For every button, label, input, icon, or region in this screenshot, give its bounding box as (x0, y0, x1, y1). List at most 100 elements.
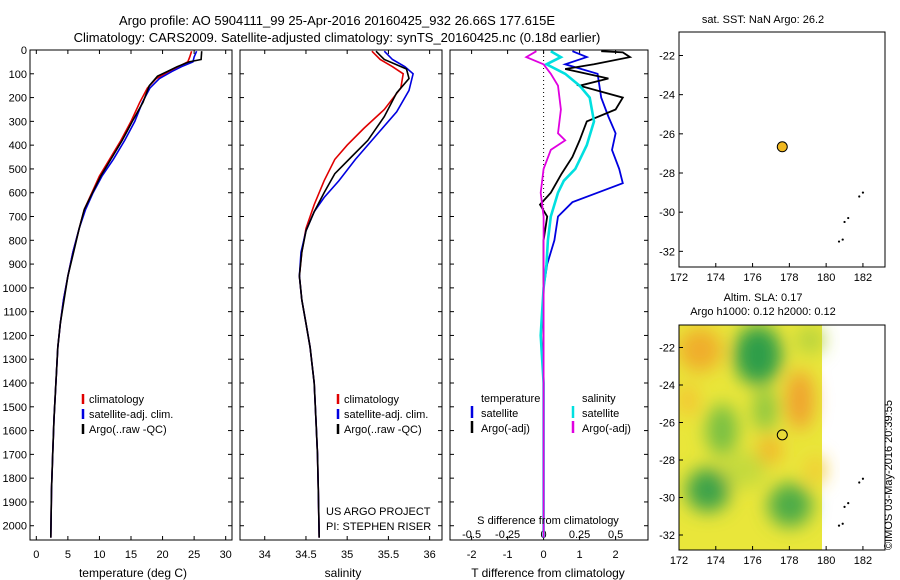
difference-line-3 (524, 50, 567, 538)
depth-tick-label: 1200 (3, 330, 27, 342)
coast-point (841, 238, 844, 241)
depth-tick-label: 200 (9, 93, 27, 105)
project-pi: PI: STEPHEN RISER (326, 521, 431, 533)
difference-t-tick-label: -2 (467, 549, 477, 561)
salinity-depth-ticks (240, 49, 442, 527)
difference-t-tick-label: -1 (503, 549, 513, 561)
sal-legend-label-satellite-adj: satellite-adj. clim. (344, 409, 428, 421)
diff-legend-label-s-argo: Argo(-adj) (582, 423, 631, 435)
salinity-tick-labels: 34 34.5 35 35.5 36 (259, 50, 436, 561)
temperature-panel: 0100200300400500600700800900100011001200… (3, 45, 233, 580)
float-position-marker (776, 141, 788, 153)
map-x-tick-label: 176 (743, 272, 761, 284)
sst-map-marks (776, 141, 865, 243)
coast-point (837, 240, 841, 243)
difference-series (524, 50, 633, 538)
legend-head-temperature: temperature (481, 393, 540, 405)
difference-panel: -2 -1 0 1 2-0.5 -0.25 0 0.25 0.5 S difference fr… (449, 49, 649, 580)
sla-map-title-2: Argo h1000: 0.12 h2000: 0.12 (690, 306, 836, 318)
sla-map-marks (776, 429, 865, 527)
map-y-tick-label: -32 (659, 246, 675, 258)
depth-tick-label: 1900 (3, 497, 27, 509)
map-y-tick-label: -28 (659, 455, 675, 467)
salinity-axis-label: salinity (325, 566, 362, 580)
map-x-tick-label: 174 (707, 272, 725, 284)
legend-label-argo: Argo(..raw -QC) (89, 424, 167, 436)
figure-title-line2: Climatology: CARS2009. Satellite-adjuste… (74, 30, 601, 45)
temperature-tick-label: 0 (33, 549, 39, 561)
map-y-tick-label: -22 (659, 51, 675, 63)
coast-point (837, 524, 841, 527)
sal-legend-label-climatology: climatology (344, 394, 400, 406)
depth-tick-labels: 0 100 200 300 400 500 600 700 800 900 1000 1100 1200… (3, 45, 232, 533)
difference-s-tick-label: 0.5 (608, 529, 623, 541)
sst-map-ticks: 172 174 176 178 180 182 -22 -24 -26 -28 -30 -32 (659, 51, 872, 285)
legend-head-salinity: salinity (582, 393, 616, 405)
map-x-tick-label: 180 (817, 555, 835, 567)
salinity-legend: climatology satellite-adj. clim. Argo(..… (336, 394, 428, 436)
sla-map-ticks: 172 174 176 178 180 182 -22 -24 -26 -28 -30 -32 (659, 343, 872, 568)
side-timestamp: ©IMOS 03-May-2016 20:39:55 (883, 400, 895, 550)
depth-tick-label: 800 (9, 235, 27, 247)
map-x-tick-label: 178 (780, 272, 798, 284)
depth-tick-label: 0 (21, 45, 27, 57)
depth-tick-label: 600 (9, 188, 27, 200)
map-x-tick-label: 176 (743, 555, 761, 567)
temperature-tick-label: 25 (188, 549, 200, 561)
sal-legend-label-argo: Argo(..raw -QC) (344, 424, 422, 436)
map-y-tick-label: -30 (659, 493, 675, 505)
difference-s-tick-label: -0.5 (462, 529, 481, 541)
difference-legend: temperature satellite Argo(-adj) salinit… (470, 393, 631, 435)
coast-point (847, 216, 850, 220)
salinity-tick-label: 36 (424, 549, 436, 561)
legend-label-climatology: climatology (89, 394, 145, 406)
depth-tick-label: 500 (9, 164, 27, 176)
coast-point (858, 481, 861, 484)
salinity-tick-label: 35.5 (378, 549, 399, 561)
diff-legend-label-t-sat: satellite (481, 408, 518, 420)
map-y-tick-label: -24 (659, 380, 675, 392)
temperature-legend: climatology satellite-adj. clim. Argo(..… (81, 394, 173, 436)
map-y-tick-label: -22 (659, 343, 675, 355)
map-x-tick-label: 180 (817, 272, 835, 284)
coast-point (841, 522, 844, 525)
sla-map-title-1: Altim. SLA: 0.17 (724, 292, 803, 304)
map-x-tick-label: 182 (854, 272, 872, 284)
salinity-panel: 34 34.5 35 35.5 36 salinity climatology sate… (239, 49, 443, 580)
float-position-marker (776, 429, 788, 441)
depth-tick-label: 400 (9, 140, 27, 152)
map-y-tick-label: -32 (659, 530, 675, 542)
map-y-tick-label: -30 (659, 207, 675, 219)
difference-s-tick-label: 0.25 (569, 529, 590, 541)
map-x-tick-label: 178 (780, 555, 798, 567)
temperature-tick-label: 15 (125, 549, 137, 561)
temperature-series (50, 50, 203, 538)
map-x-tick-label: 182 (854, 555, 872, 567)
map-x-tick-label: 172 (670, 555, 688, 567)
difference-t-tick-label: 1 (577, 549, 583, 561)
sst-map-title: sat. SST: NaN Argo: 26.2 (702, 14, 824, 26)
legend-label-satellite-adj: satellite-adj. clim. (89, 409, 173, 421)
depth-tick-label: 1600 (3, 426, 27, 438)
salinity-tick-label: 35 (341, 549, 353, 561)
temperature-tick-label: 30 (220, 549, 232, 561)
depth-tick-label: 2000 (3, 521, 27, 533)
map-x-tick-label: 172 (670, 272, 688, 284)
difference-t-tick-label: 0 (541, 549, 547, 561)
depth-tick-label: 1300 (3, 354, 27, 366)
salinity-series (298, 50, 414, 538)
depth-tick-label: 1500 (3, 402, 27, 414)
t-difference-axis-label: T difference from climatology (471, 566, 625, 580)
diff-legend-label-s-sat: satellite (582, 408, 619, 420)
depth-tick-label: 1000 (3, 283, 27, 295)
salinity-tick-label: 34 (259, 549, 271, 561)
salinity-tick-label: 34.5 (295, 549, 316, 561)
depth-tick-label: 900 (9, 259, 27, 271)
sla-heatmap (679, 325, 825, 550)
salinity-line-2 (298, 50, 410, 538)
temperature-line-2 (50, 51, 203, 538)
depth-tick-label: 1700 (3, 449, 27, 461)
sst-map-panel: sat. SST: NaN Argo: 26.2 172 174 176 178 180… (659, 14, 886, 285)
temperature-tick-labels: 0 5 10 15 20 25 30 (33, 50, 232, 561)
